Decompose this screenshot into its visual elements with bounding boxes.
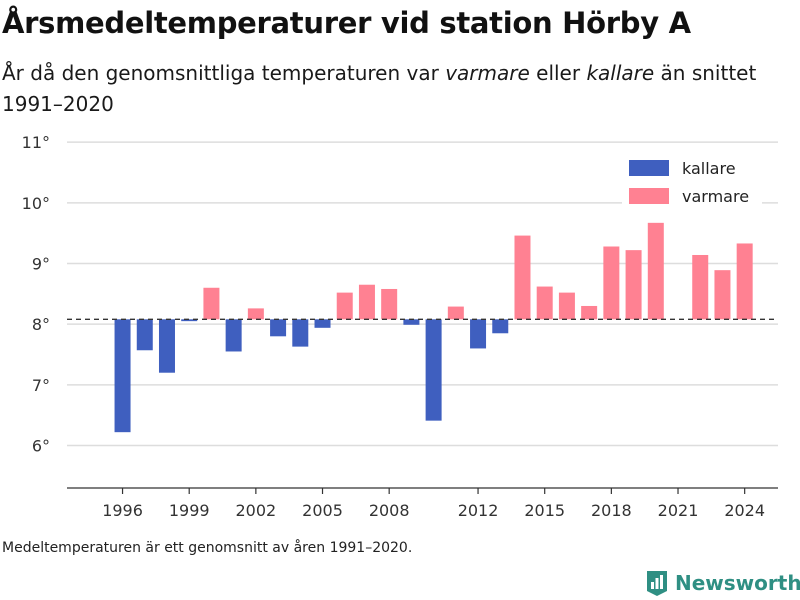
brand-name: Newsworthy (675, 571, 800, 595)
y-tick-label: 8° (32, 315, 50, 334)
bar-colder (270, 319, 287, 337)
bar-warmer (625, 250, 642, 320)
bar-colder (136, 319, 153, 351)
bar-warmer (558, 292, 575, 320)
footnote: Medeltemperaturen är ett genomsnitt av å… (2, 540, 413, 556)
chart-title: Årsmedeltemperaturer vid station Hörby A (2, 6, 691, 40)
newsworthy-logo-icon (647, 571, 667, 596)
bar-warmer (581, 305, 598, 320)
bar-warmer (736, 243, 753, 320)
x-tick-label: 1999 (169, 501, 210, 520)
bar-chart: 6° 7° 8° 9° 10° 11° 1996 1999 2002 2005 2008 2012 20… (22, 133, 778, 520)
x-tick-label: 2018 (591, 501, 632, 520)
subtitle-warmer: varmare (445, 61, 530, 85)
legend-label: kallare (682, 159, 736, 178)
bar-warmer (358, 284, 375, 320)
legend-label: varmare (682, 187, 749, 206)
subtitle-text: eller (529, 61, 587, 85)
bar-warmer (247, 308, 264, 320)
bar-colder (114, 319, 131, 433)
bar-warmer (203, 287, 220, 320)
x-tick-label: 2024 (724, 501, 765, 520)
x-tick-label: 2002 (236, 501, 277, 520)
bar-warmer (336, 292, 353, 320)
bar-warmer (603, 246, 620, 320)
subtitle-colder: kallare (586, 61, 655, 85)
bar-warmer (536, 286, 553, 320)
y-tick-label: 10° (22, 194, 50, 213)
y-tick-label: 11° (22, 133, 50, 152)
bar-colder (425, 319, 442, 421)
subtitle-text: År då den genomsnittliga temperaturen va… (2, 61, 446, 85)
x-tick-label: 1996 (102, 501, 143, 520)
legend-swatch (629, 188, 669, 204)
bar-colder (492, 319, 509, 334)
x-tick-label: 2012 (458, 501, 499, 520)
x-tick-label: 2021 (658, 501, 699, 520)
y-tick-label: 7° (32, 376, 50, 395)
bar-colder (314, 319, 331, 328)
legend-swatch (629, 160, 669, 176)
y-tick-label: 9° (32, 254, 50, 273)
bar-warmer (692, 254, 709, 320)
subtitle-text: än snittet 1991–2020 (2, 61, 757, 116)
x-tick-label: 2015 (524, 501, 565, 520)
bar-colder (181, 319, 198, 322)
bar-colder (292, 319, 309, 347)
bar-colder (403, 319, 420, 325)
brand[interactable]: Newsworthy (645, 568, 800, 598)
x-tick-label: 2008 (369, 501, 410, 520)
bar-warmer (514, 235, 531, 320)
y-tick-label: 6° (32, 437, 50, 456)
bar-warmer (647, 222, 664, 320)
x-tick-label: 2005 (302, 501, 343, 520)
bar-warmer (447, 306, 464, 320)
bar-colder (158, 319, 175, 373)
bar-colder (470, 319, 487, 349)
chart-subtitle: År då den genomsnittliga temperaturen va… (2, 58, 792, 120)
bar-warmer (381, 288, 398, 320)
bar-colder (225, 319, 242, 352)
bar-warmer (714, 270, 731, 320)
